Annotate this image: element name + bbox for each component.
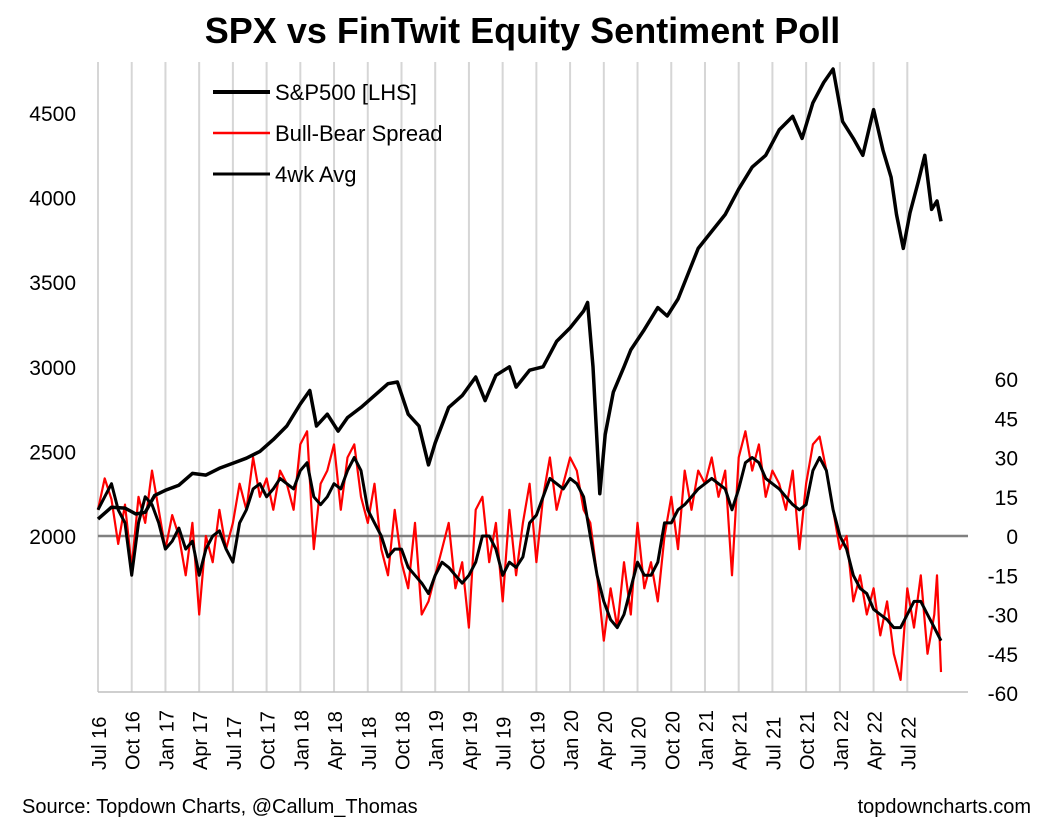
y-left-tick-label: 2500 [29, 441, 76, 464]
x-tick-label: Jul 18 [359, 717, 381, 770]
source-note: Source: Topdown Charts, @Callum_Thomas [22, 796, 418, 818]
x-tick-label: Jul 17 [224, 717, 246, 770]
x-tick-label: Oct 18 [392, 711, 414, 770]
y-left-tick-label: 4500 [29, 103, 76, 126]
x-tick-label: Oct 21 [797, 711, 819, 770]
series-line-4wk-avg [96, 456, 943, 642]
y-left-tick-label: 3000 [29, 357, 76, 380]
x-tick-label: Jul 22 [898, 717, 920, 770]
y-right-tick-label: 45 [995, 408, 1018, 431]
x-tick-label: Apr 22 [865, 711, 887, 770]
y-right-tick-label: 30 [995, 448, 1018, 471]
x-tick-label: Apr 20 [595, 711, 617, 770]
y-right-tick-label: -45 [988, 644, 1018, 667]
x-tick-label: Jul 16 [89, 717, 111, 770]
x-tick-label: Oct 17 [258, 711, 280, 770]
x-tick-label: Apr 21 [730, 711, 752, 770]
y-right-tick-label: -15 [988, 565, 1018, 588]
y-right-tick-label: -60 [988, 683, 1018, 706]
x-tick-label: Oct 19 [527, 711, 549, 770]
y-left-tick-label: 4000 [29, 188, 76, 211]
x-tick-label: Oct 20 [662, 711, 684, 770]
x-tick-label: Jan 17 [156, 710, 178, 770]
legend-label: S&P500 [LHS] [275, 80, 417, 105]
x-tick-label: Apr 18 [325, 711, 347, 770]
y-right-tick-label: 60 [995, 369, 1018, 392]
x-tick-label: Jan 22 [831, 710, 853, 770]
legend-label: Bull-Bear Spread [275, 121, 443, 146]
x-tick-label: Apr 17 [190, 711, 212, 770]
y-right-tick-label: 15 [995, 487, 1018, 510]
y-left-tick-label: 2000 [29, 526, 76, 549]
y-right-tick-label: 0 [1006, 526, 1018, 549]
x-tick-label: Jan 18 [291, 710, 313, 770]
site-note: topdowncharts.com [857, 796, 1031, 818]
y-right-tick-label: -30 [988, 605, 1018, 628]
x-tick-label: Jan 19 [426, 710, 448, 770]
x-tick-label: Jul 21 [763, 717, 785, 770]
x-tick-label: Jan 20 [561, 710, 583, 770]
x-tick-label: Oct 16 [123, 711, 145, 770]
y-left-tick-label: 3500 [29, 272, 76, 295]
series-line-s-p500-lhs [96, 67, 943, 521]
x-tick-label: Jul 20 [629, 717, 651, 770]
x-tick-label: Jan 21 [696, 710, 718, 770]
series-line-bull-bear-spread [96, 430, 943, 682]
x-tick-label: Apr 19 [460, 711, 482, 770]
x-tick-label: Jul 19 [494, 717, 516, 770]
legend-label: 4wk Avg [275, 162, 357, 187]
chart-title: SPX vs FinTwit Equity Sentiment Poll [204, 10, 841, 51]
